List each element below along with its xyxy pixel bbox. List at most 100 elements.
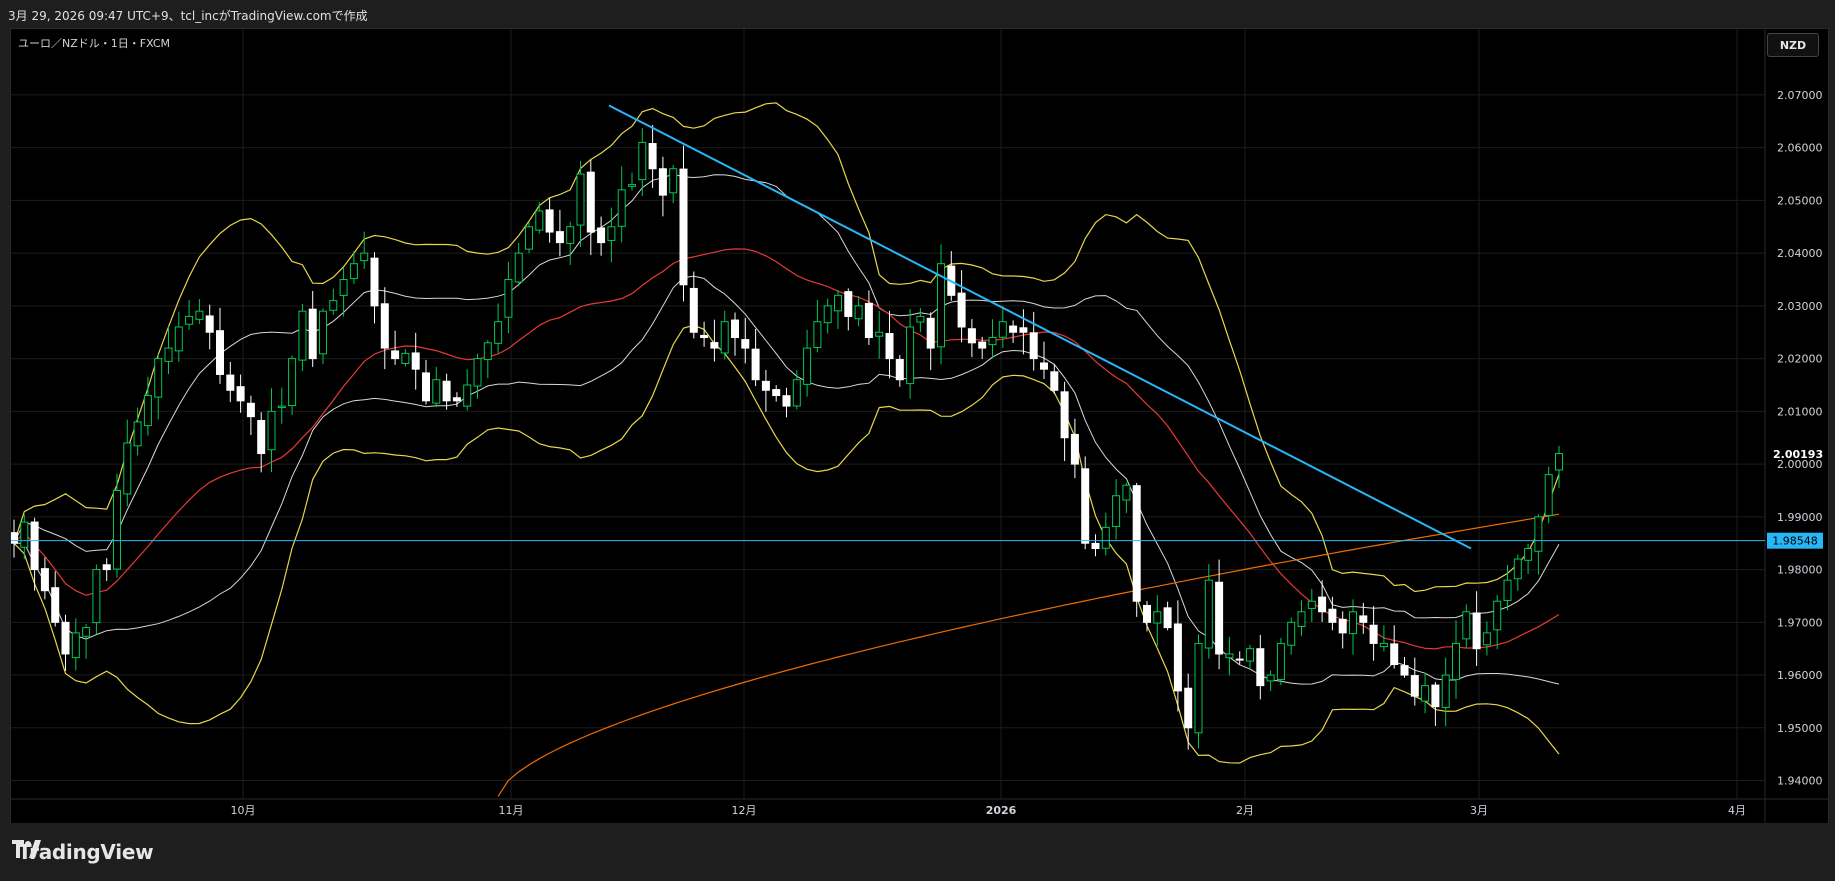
chart-panel[interactable]: 2.07000 2.06000 2.05000 2.04000 2.03000 2.020… [10, 28, 1829, 825]
candle-body [452, 397, 461, 402]
candle-body [1173, 623, 1182, 692]
candle-body [1379, 642, 1388, 648]
last-price-label: 2.00193 [1773, 448, 1823, 461]
candle-body [185, 315, 194, 325]
x-tick-label: 3月 [1470, 804, 1488, 817]
candle-body [1184, 687, 1193, 729]
horizontal-line-label: 1.98548 [1772, 535, 1818, 548]
candle-body [1040, 362, 1048, 370]
candle-body [1091, 542, 1100, 549]
x-tick-label: 2026 [986, 804, 1017, 817]
candle-body [1349, 611, 1357, 635]
candle-body [555, 231, 564, 244]
candle-body [1266, 674, 1275, 682]
x-tick-label: 12月 [732, 804, 757, 817]
candle-body [1287, 621, 1296, 646]
candle-body [1060, 391, 1069, 439]
candle-body [442, 380, 451, 402]
candle-body [61, 621, 70, 655]
candle-body [1544, 474, 1553, 517]
candle-body [566, 226, 575, 244]
candle-body [1513, 558, 1522, 580]
candle-body [102, 564, 111, 571]
candle-body [11, 532, 18, 544]
tradingview-logo-icon [12, 840, 41, 858]
candle-body [1132, 485, 1141, 602]
candle-body [391, 350, 400, 360]
candle-body [731, 319, 739, 339]
candle-body [422, 372, 430, 402]
candle-body [1441, 674, 1450, 708]
candle-body [319, 310, 327, 355]
bollinger-inner-lower [14, 275, 1560, 685]
x-tick-label: 11月 [499, 804, 524, 817]
candle-body [967, 328, 976, 344]
candle-body [597, 227, 606, 244]
candle-body [1194, 642, 1203, 734]
candle-body [1081, 468, 1090, 544]
candle-body [123, 442, 132, 495]
candle-body [1050, 371, 1059, 391]
candle-body [658, 168, 667, 196]
candle-body [751, 348, 760, 381]
candle-body [1338, 618, 1347, 634]
candle-body [1359, 615, 1368, 623]
candle-body [277, 405, 286, 409]
candle-body [1307, 600, 1316, 609]
candle-body [1390, 643, 1399, 666]
candle-body [288, 358, 297, 407]
candle-body [226, 374, 235, 391]
y-tick-label: 2.07000 [1777, 89, 1823, 102]
currency-badge[interactable]: NZD [1767, 33, 1819, 57]
candle-body [1462, 611, 1471, 640]
candle-body [494, 321, 503, 344]
candle-body [473, 358, 482, 387]
candle-body [772, 389, 781, 397]
candle-body [607, 226, 616, 241]
candle-body [1019, 327, 1028, 333]
y-tick-label: 2.00000 [1777, 458, 1823, 471]
brand-name: TradingView [18, 840, 154, 864]
candle-body [628, 184, 636, 187]
candle-body [957, 292, 966, 328]
candle-body [525, 226, 533, 250]
candle-body [741, 339, 750, 349]
candle-body [380, 303, 389, 349]
candle-body [1235, 658, 1244, 661]
candle-body [1555, 453, 1563, 471]
moving-average-orange [497, 513, 1560, 797]
tradingview-logo: TradingView [12, 840, 154, 864]
candle-body [1421, 685, 1430, 702]
candle-body [679, 168, 688, 286]
candle-body [1431, 684, 1440, 708]
candle-body [823, 305, 832, 324]
candle-body [1410, 675, 1419, 697]
horizontal-line-badge [1767, 532, 1823, 549]
candle-body [1246, 648, 1254, 662]
candle-body [236, 386, 245, 402]
candle-body [1070, 433, 1079, 465]
candle-body [648, 143, 657, 170]
price-chart[interactable]: 2.07000 2.06000 2.05000 2.04000 2.03000 2.020… [11, 29, 1828, 824]
y-tick-label: 2.03000 [1777, 300, 1823, 313]
y-tick-label: 2.02000 [1777, 353, 1823, 366]
candle-body [216, 330, 224, 375]
chart-background [11, 29, 1828, 824]
candle-body [246, 402, 255, 418]
candle-body [483, 342, 492, 361]
y-tick-label: 2.01000 [1777, 405, 1823, 418]
candle-body [1215, 581, 1224, 655]
candle-body [257, 420, 266, 455]
candle-body [906, 326, 915, 385]
y-tick-label: 1.99000 [1777, 511, 1823, 524]
candle-body [1143, 604, 1151, 623]
candle-body [1369, 624, 1378, 644]
x-tick-label: 10月 [231, 804, 256, 817]
candle-body [154, 358, 163, 398]
candle-body [700, 334, 709, 339]
y-tick-label: 2.04000 [1777, 247, 1823, 260]
candle-body [30, 521, 39, 571]
candle-body [1122, 484, 1131, 501]
candle-body [40, 568, 49, 592]
candle-body [1524, 547, 1533, 561]
